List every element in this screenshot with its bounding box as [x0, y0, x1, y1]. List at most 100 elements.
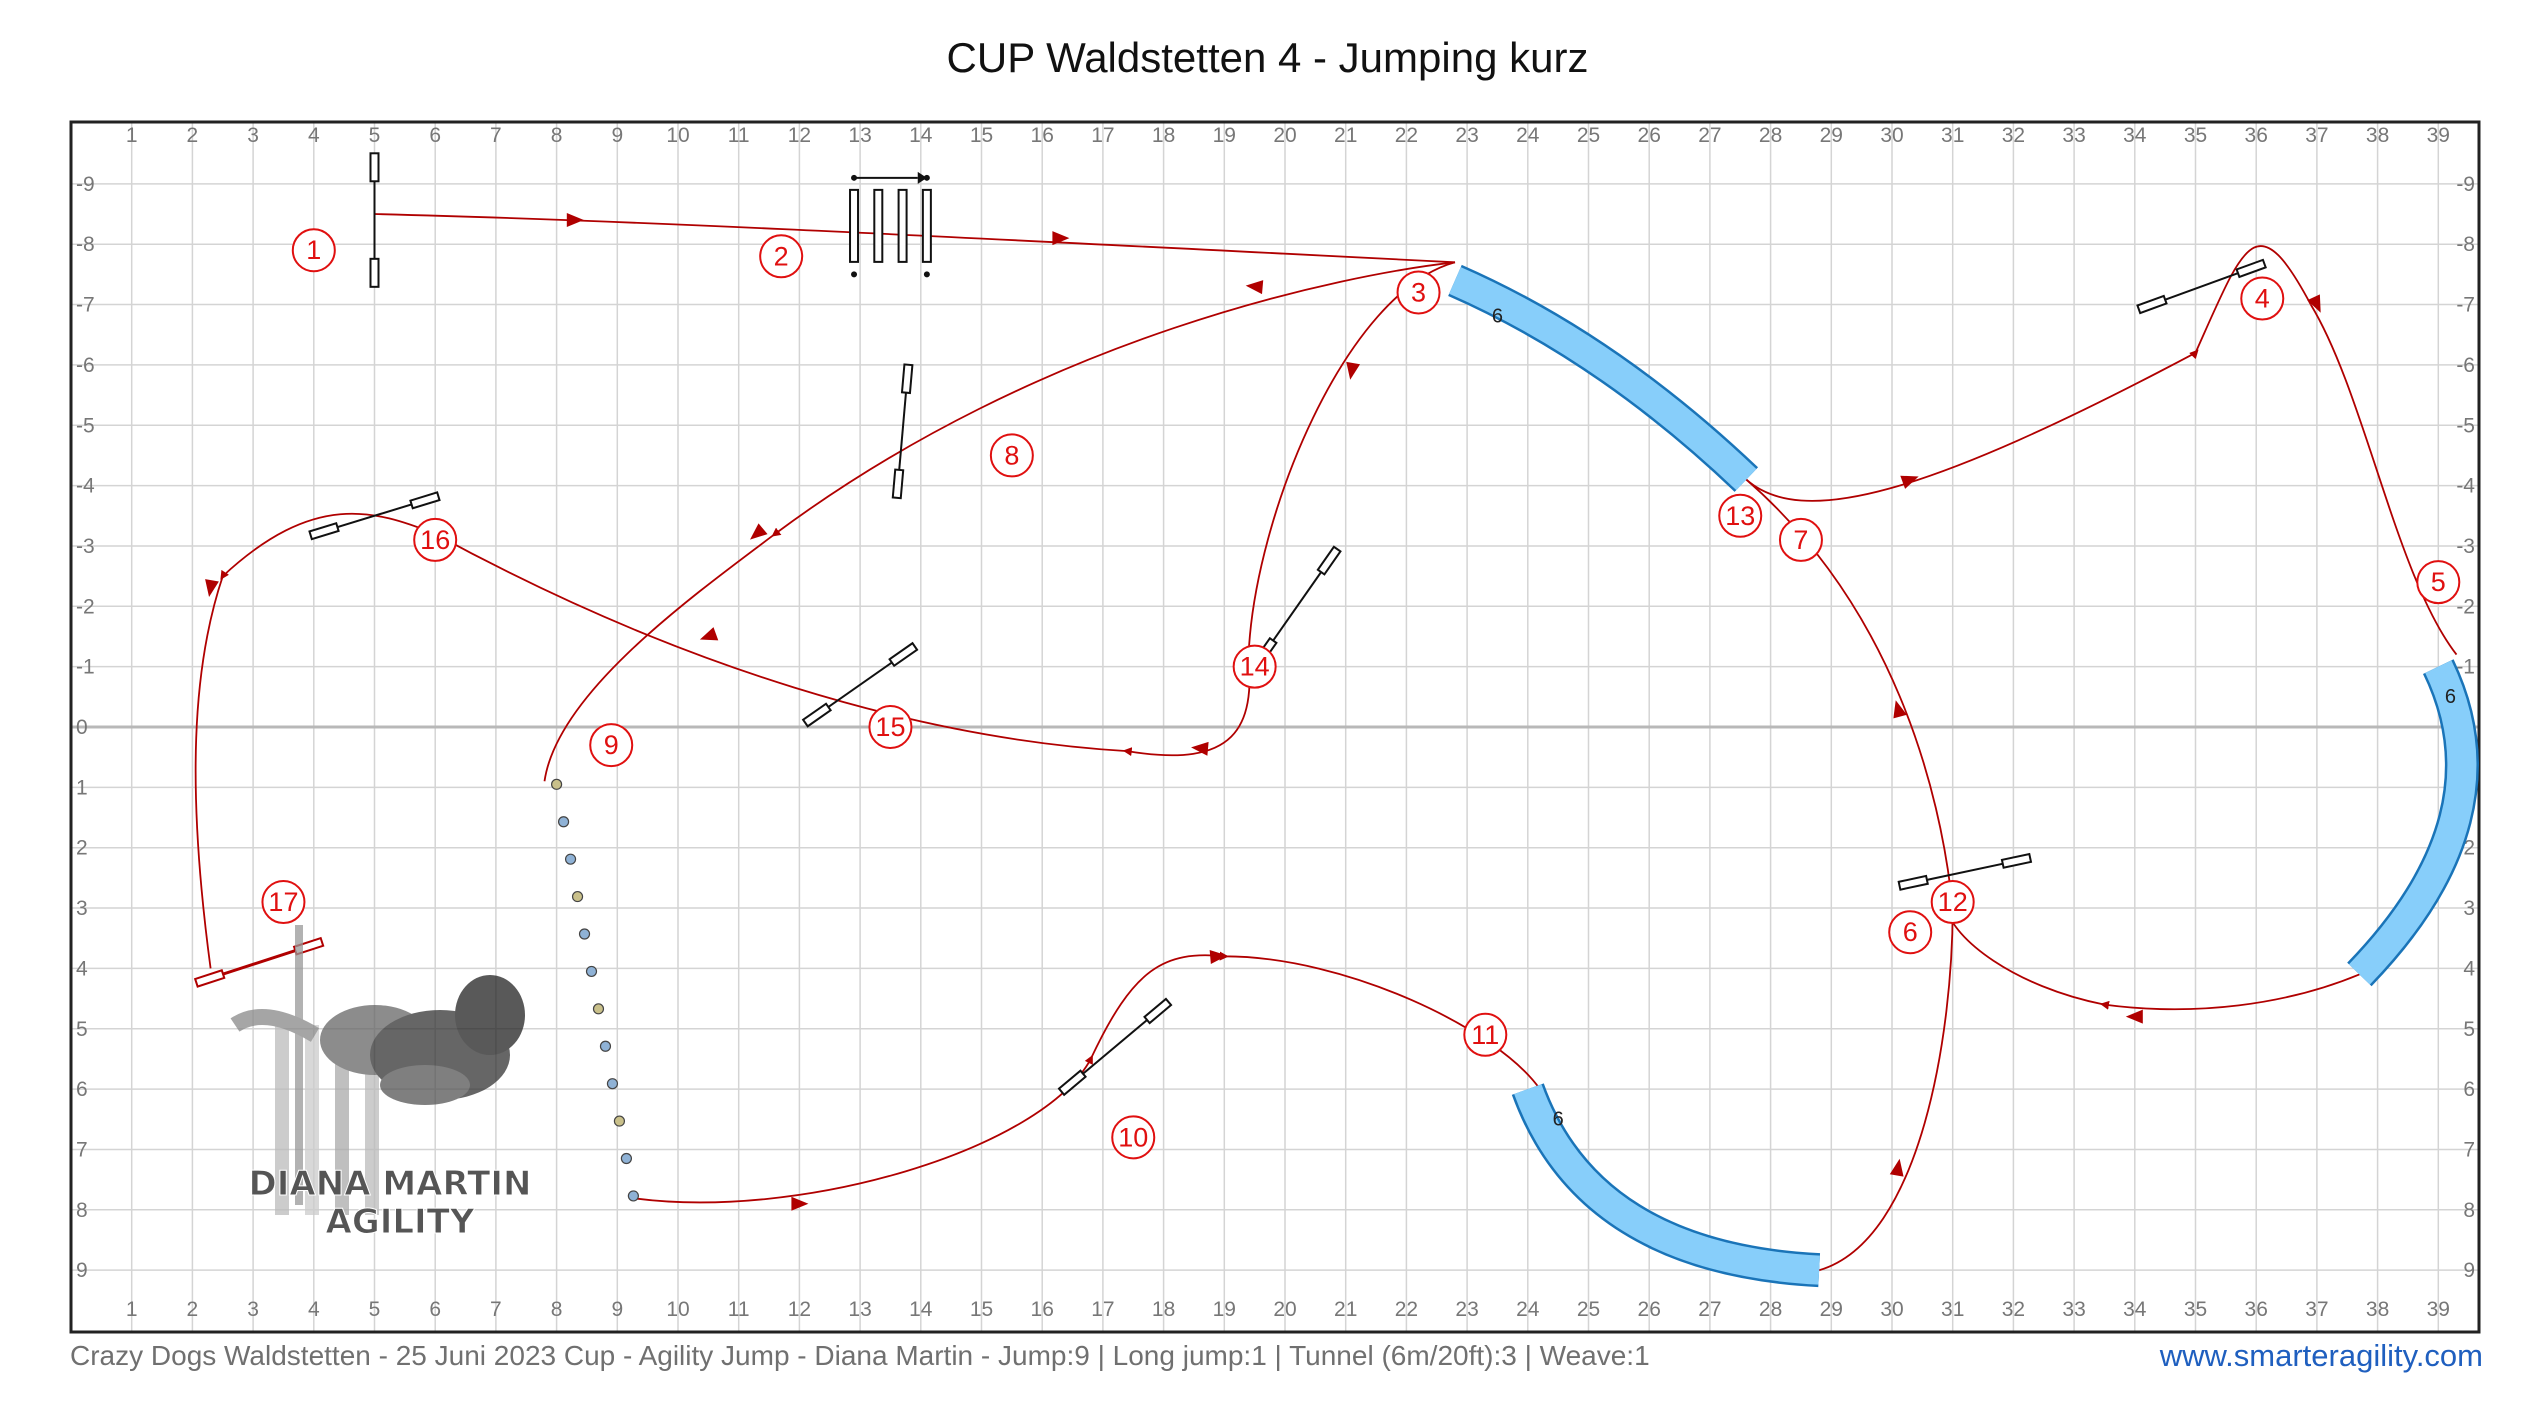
path-arrow-head	[1052, 231, 1070, 246]
path-arrow	[791, 1196, 809, 1211]
number-circle	[413, 517, 458, 562]
x-tick-label: 15	[970, 124, 993, 147]
number-circle	[989, 433, 1034, 478]
x-tick-label: 22	[1395, 124, 1418, 147]
jump-wing	[891, 468, 905, 500]
x-tick-label: 34	[2123, 1298, 2147, 1321]
obstacle-number-7: 7	[1778, 517, 1823, 562]
x-tick-label: 25	[1577, 1298, 1600, 1321]
x-tick-label: 21	[1334, 124, 1357, 147]
jump-wing	[1057, 1069, 1087, 1097]
x-tick-label: 37	[2305, 124, 2328, 147]
field-border	[69, 120, 2481, 1334]
website-link[interactable]: www.smarteragility.com	[2159, 1338, 2483, 1373]
jump-wing	[1897, 874, 1929, 891]
number-label: 2	[774, 241, 789, 271]
jump-obstacle	[1897, 852, 2033, 891]
x-tick-label: 29	[1820, 1298, 1843, 1321]
x-tick-label: 8	[551, 124, 563, 147]
weave-pole	[564, 853, 577, 865]
weave-pole	[627, 1190, 639, 1202]
number-circle	[759, 234, 804, 279]
x-tick-label: 23	[1455, 124, 1478, 147]
path-arrow	[1052, 231, 1070, 246]
weave-pole	[557, 816, 570, 828]
x-tick-label: 1	[126, 1298, 138, 1321]
path-arrow	[1191, 741, 1209, 756]
path-arrow-head	[699, 627, 719, 641]
obstacle-number-6: 6	[1888, 910, 1933, 955]
x-tick-label: 11	[728, 1298, 750, 1321]
number-circle	[2416, 560, 2461, 605]
obstacle-number-12: 12	[1930, 880, 1975, 925]
long-jump-board	[873, 188, 884, 263]
jump-obstacle	[891, 363, 914, 500]
y-tick-label: -3	[2456, 535, 2475, 558]
y-tick-label: -8	[2456, 233, 2475, 256]
y-tick-label: 6	[76, 1078, 88, 1101]
obstacle-number-15: 15	[868, 705, 913, 749]
number-label: 16	[420, 525, 450, 555]
obstacle-number-16: 16	[413, 517, 458, 562]
y-tick-label: 4	[76, 957, 88, 980]
jump-wing	[308, 522, 340, 541]
long-jump-corner	[851, 271, 858, 278]
x-tick-label: 3	[247, 1298, 259, 1321]
path-arrow-head	[750, 523, 768, 540]
x-tick-label: 2	[187, 1298, 199, 1321]
path-arrow	[2307, 294, 2321, 313]
number-label: 6	[1903, 917, 1918, 947]
weave-pole	[550, 778, 563, 790]
y-tick-label: 8	[2463, 1199, 2475, 1222]
path-segment	[629, 951, 1541, 1204]
weave-pole	[578, 928, 591, 940]
path-segment	[543, 261, 1456, 782]
x-tick-label: 4	[308, 124, 320, 147]
path-segment	[194, 261, 1456, 969]
number-circle	[868, 705, 913, 749]
jump-wing	[369, 152, 380, 183]
y-tick-label: -3	[76, 535, 95, 558]
x-tick-label: 16	[1031, 124, 1054, 147]
jump-wing	[2136, 294, 2168, 315]
number-label: 14	[1240, 652, 1270, 682]
y-tick-label: 4	[2463, 957, 2475, 980]
obstacle-number-9: 9	[589, 723, 634, 768]
jump-obstacle	[308, 491, 441, 541]
x-tick-label: 7	[490, 124, 502, 147]
y-tick-label: -2	[2456, 595, 2475, 618]
path-arrow	[1346, 361, 1361, 380]
x-tick-label: 9	[611, 124, 623, 147]
path-arrow	[1209, 950, 1228, 965]
y-tick-label: 5	[2463, 1018, 2475, 1041]
x-tick-label: 37	[2305, 1298, 2328, 1321]
long-jump-corner	[851, 174, 858, 181]
y-tick-label: -5	[2456, 414, 2475, 437]
x-tick-label: 20	[1273, 124, 1296, 147]
obstacle-number-8: 8	[989, 433, 1034, 478]
number-label: 13	[1725, 501, 1755, 531]
path-segment	[1945, 907, 2360, 1011]
number-label: 9	[604, 730, 619, 760]
obstacle-number-5: 5	[2416, 560, 2461, 605]
x-tick-label: 13	[848, 1298, 871, 1321]
y-tick-label: 2	[76, 837, 88, 860]
x-tick-label: 33	[2062, 1298, 2085, 1321]
path-arrow	[566, 213, 584, 228]
y-tick-label: -5	[76, 414, 95, 437]
tunnel-body	[1449, 267, 1757, 491]
jump-wing	[2235, 258, 2267, 279]
x-tick-label: 19	[1213, 1298, 1236, 1321]
grid-labels: 1122334455667788991010111112121313141415…	[76, 124, 2475, 1321]
path-arrow-head	[1209, 950, 1228, 965]
x-tick-label: 3	[247, 124, 259, 147]
x-tick-label: 32	[2002, 124, 2025, 147]
x-tick-label: 10	[666, 1298, 689, 1321]
jump-wing	[409, 491, 441, 510]
number-label: 5	[2431, 567, 2446, 597]
number-label: 10	[1118, 1122, 1148, 1152]
y-tick-label: -2	[76, 595, 95, 618]
obstacle-number-13: 13	[1718, 493, 1763, 538]
